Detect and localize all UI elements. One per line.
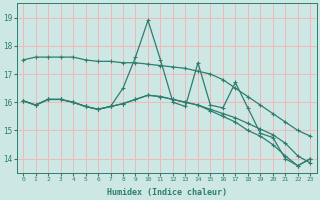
X-axis label: Humidex (Indice chaleur): Humidex (Indice chaleur) xyxy=(107,188,227,197)
